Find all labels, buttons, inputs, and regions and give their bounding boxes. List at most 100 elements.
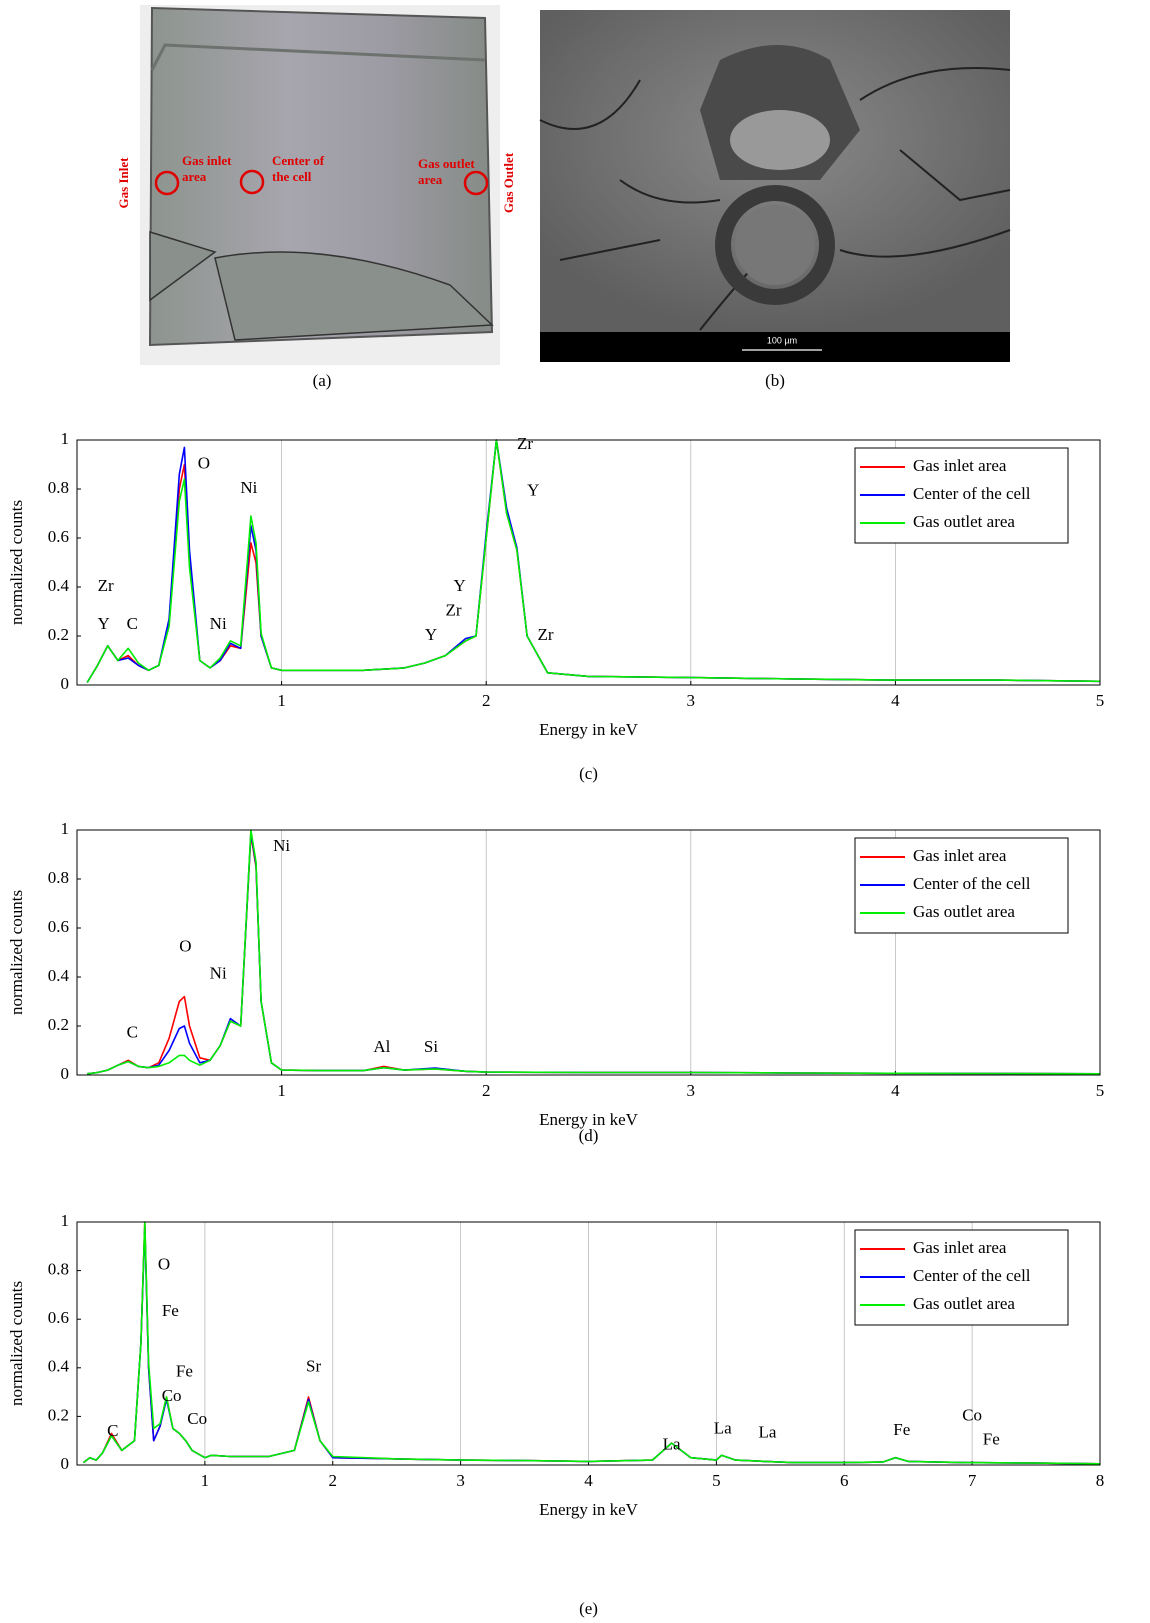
legend-label: Center of the cell <box>913 874 1031 893</box>
gas-outlet-area-label: Gas outlet <box>418 156 475 171</box>
gas-outlet-area-label: area <box>418 172 443 187</box>
x-tick-label: 7 <box>968 1471 977 1490</box>
series-line <box>86 439 1101 683</box>
x-tick-label: 5 <box>712 1471 721 1490</box>
center-label: the cell <box>272 169 312 184</box>
y-tick-label: 0.8 <box>48 478 69 497</box>
x-tick-label: 3 <box>456 1471 465 1490</box>
peak-label: Co <box>162 1386 182 1405</box>
y-axis-label: normalized counts <box>7 500 26 625</box>
gas-inlet-label: Gas Inlet <box>116 157 131 209</box>
peak-label: Co <box>187 1409 207 1428</box>
y-tick-label: 0.8 <box>48 1260 69 1279</box>
x-tick-label: 4 <box>584 1471 593 1490</box>
y-tick-label: 0.4 <box>48 966 70 985</box>
y-tick-label: 0.6 <box>48 1308 69 1327</box>
caption: (e) <box>579 1599 598 1618</box>
y-tick-label: 0.4 <box>48 576 70 595</box>
photo-a: Gas Inlet Gas Outlet Gas inlet area Cent… <box>116 5 516 390</box>
peak-label: O <box>198 453 210 472</box>
x-tick-label: 5 <box>1096 691 1105 710</box>
x-tick-label: 1 <box>277 691 286 710</box>
peak-label: Si <box>424 1037 438 1056</box>
caption: (a) <box>313 371 332 390</box>
peak-label: C <box>127 1022 138 1041</box>
peak-label: Y <box>425 625 437 644</box>
peak-label: Y <box>527 480 539 499</box>
peak-label: Al <box>373 1037 390 1056</box>
photo-b: 100 µm (b) <box>539 10 1011 390</box>
peak-label: Zr <box>98 576 114 595</box>
legend-label: Gas outlet area <box>913 902 1015 921</box>
peak-label: C <box>107 1421 118 1440</box>
series-line <box>82 1221 1101 1465</box>
plot-frame <box>76 439 1101 686</box>
peak-label: Sr <box>306 1357 321 1376</box>
x-tick-label: 2 <box>329 1471 338 1490</box>
peak-label: Fe <box>162 1301 179 1320</box>
gas-inlet-area-label: Gas inlet <box>182 153 232 168</box>
peak-label: Zr <box>538 625 554 644</box>
y-tick-label: 0.8 <box>48 868 69 887</box>
y-tick-label: 0.6 <box>48 527 69 546</box>
peak-label: La <box>714 1419 732 1438</box>
peak-label: O <box>158 1255 170 1274</box>
x-axis-label: Energy in keV <box>539 720 639 739</box>
peak-label: Fe <box>893 1420 910 1439</box>
x-tick-label: 2 <box>482 691 491 710</box>
y-tick-label: 0 <box>61 1064 70 1083</box>
x-tick-label: 6 <box>840 1471 849 1490</box>
y-tick-label: 1 <box>61 819 70 838</box>
x-axis-label: Energy in keV <box>539 1500 639 1519</box>
scale-bar-label: 100 µm <box>767 335 797 345</box>
x-tick-label: 4 <box>891 1081 900 1100</box>
y-tick-label: 1 <box>61 429 70 448</box>
x-tick-label: 3 <box>687 691 696 710</box>
y-tick-label: 0.6 <box>48 917 69 936</box>
x-tick-label: 2 <box>482 1081 491 1100</box>
peak-label: Ni <box>210 614 227 633</box>
peak-label: Fe <box>983 1430 1000 1449</box>
peak-label: Y <box>97 614 109 633</box>
center-label: Center of <box>272 153 325 168</box>
peak-label: O <box>179 937 191 956</box>
x-tick-label: 5 <box>1096 1081 1105 1100</box>
caption: (b) <box>765 371 785 390</box>
peak-label: C <box>127 614 138 633</box>
y-tick-label: 0.4 <box>48 1357 70 1376</box>
x-tick-label: 4 <box>891 691 900 710</box>
caption: (d) <box>579 1126 599 1145</box>
legend-label: Gas inlet area <box>913 456 1007 475</box>
y-tick-label: 0 <box>61 1454 70 1473</box>
peak-label: Fe <box>176 1362 193 1381</box>
y-tick-label: 0.2 <box>48 1015 69 1034</box>
peak-label: Y <box>453 576 465 595</box>
peak-label: Ni <box>210 963 227 982</box>
y-tick-label: 1 <box>61 1211 70 1230</box>
x-tick-label: 1 <box>277 1081 286 1100</box>
peak-label: Zr <box>445 600 461 619</box>
peak-label: La <box>663 1434 681 1453</box>
plot-frame <box>76 1221 1101 1466</box>
plot-frame <box>76 829 1101 1076</box>
caption: (c) <box>579 764 598 783</box>
y-tick-label: 0 <box>61 674 70 693</box>
y-axis-label: normalized counts <box>7 890 26 1015</box>
gas-inlet-area-label: area <box>182 169 207 184</box>
peak-label: Ni <box>273 836 290 855</box>
y-tick-label: 0.2 <box>48 625 69 644</box>
peak-label: Zr <box>517 434 533 453</box>
peak-label: Ni <box>240 478 257 497</box>
legend-label: Gas outlet area <box>913 1294 1015 1313</box>
legend-label: Center of the cell <box>913 484 1031 503</box>
y-axis-label: normalized counts <box>7 1281 26 1406</box>
legend-label: Gas inlet area <box>913 846 1007 865</box>
legend-label: Gas outlet area <box>913 512 1015 531</box>
peak-label: Co <box>962 1405 982 1424</box>
x-tick-label: 8 <box>1096 1471 1105 1490</box>
x-tick-label: 1 <box>201 1471 210 1490</box>
legend-label: Center of the cell <box>913 1266 1031 1285</box>
peak-label: La <box>759 1422 777 1441</box>
legend-label: Gas inlet area <box>913 1238 1007 1257</box>
